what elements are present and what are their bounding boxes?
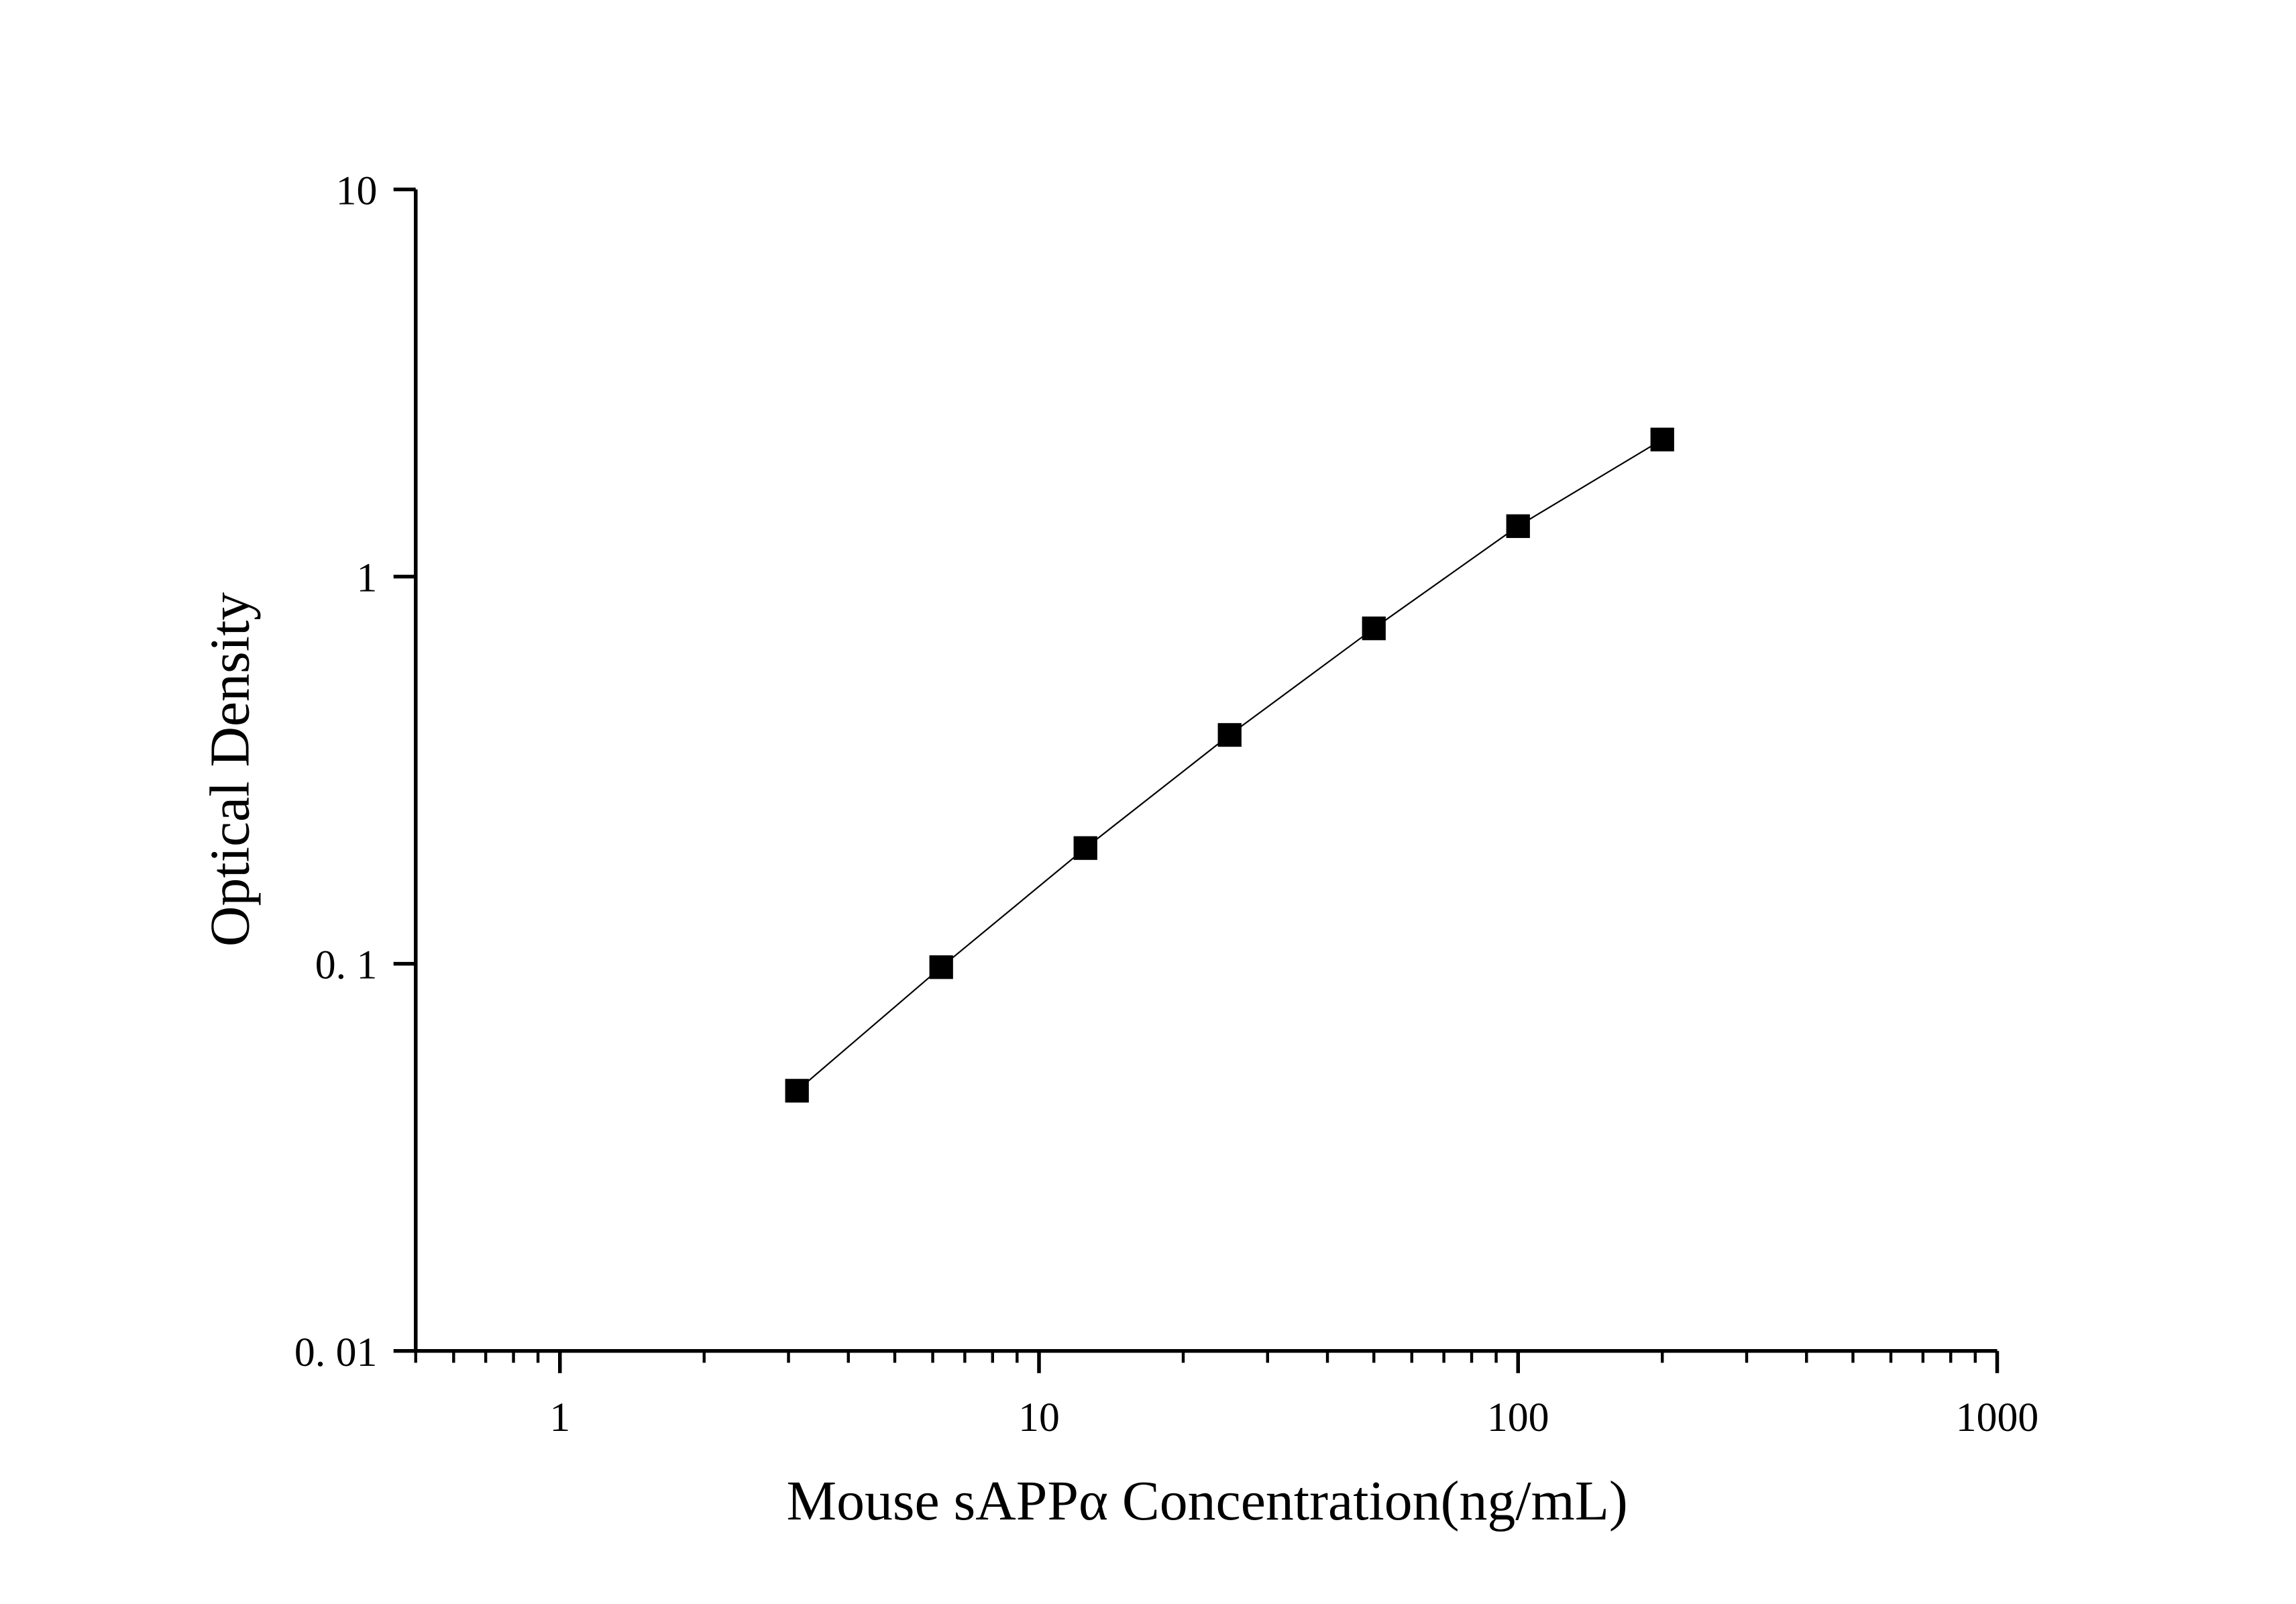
y-tick-label: 0. 1 — [315, 943, 378, 988]
data-point — [929, 955, 953, 979]
data-point — [785, 1079, 809, 1103]
y-tick-label: 1 — [357, 555, 378, 601]
y-tick-label: 10 — [336, 168, 378, 213]
data-point — [1650, 427, 1674, 451]
x-tick-label: 1000 — [1956, 1395, 2039, 1440]
data-point — [1073, 836, 1097, 860]
data-point — [1506, 514, 1530, 538]
x-axis-label: Mouse sAPPα Concentration(ng/mL) — [787, 1470, 1628, 1532]
x-tick-label: 1 — [549, 1395, 570, 1440]
y-tick-label: 0. 01 — [294, 1330, 378, 1375]
data-line — [796, 439, 1663, 1091]
x-tick-label: 100 — [1487, 1395, 1549, 1440]
x-tick-label: 10 — [1018, 1395, 1060, 1440]
data-point — [1217, 723, 1242, 747]
data-point — [1362, 617, 1386, 641]
y-axis-label: Optical Density — [199, 592, 262, 947]
